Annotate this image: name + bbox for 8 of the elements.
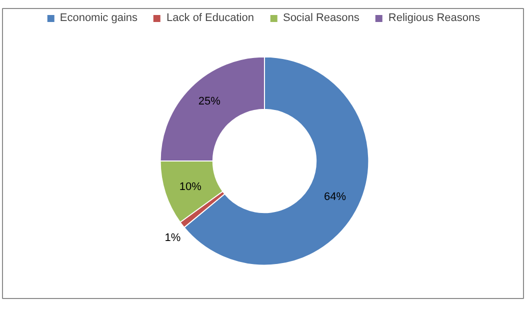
data-label: 10%	[179, 181, 202, 194]
legend-label: Social Reasons	[282, 12, 360, 24]
data-label: 25%	[198, 95, 221, 108]
legend-label: Lack of Education	[166, 12, 254, 24]
data-label: 64%	[324, 190, 346, 203]
legend-label: Religious Reasons	[388, 12, 480, 24]
legend-label: Economic gains	[60, 12, 138, 24]
data-label: 1%	[164, 232, 181, 244]
